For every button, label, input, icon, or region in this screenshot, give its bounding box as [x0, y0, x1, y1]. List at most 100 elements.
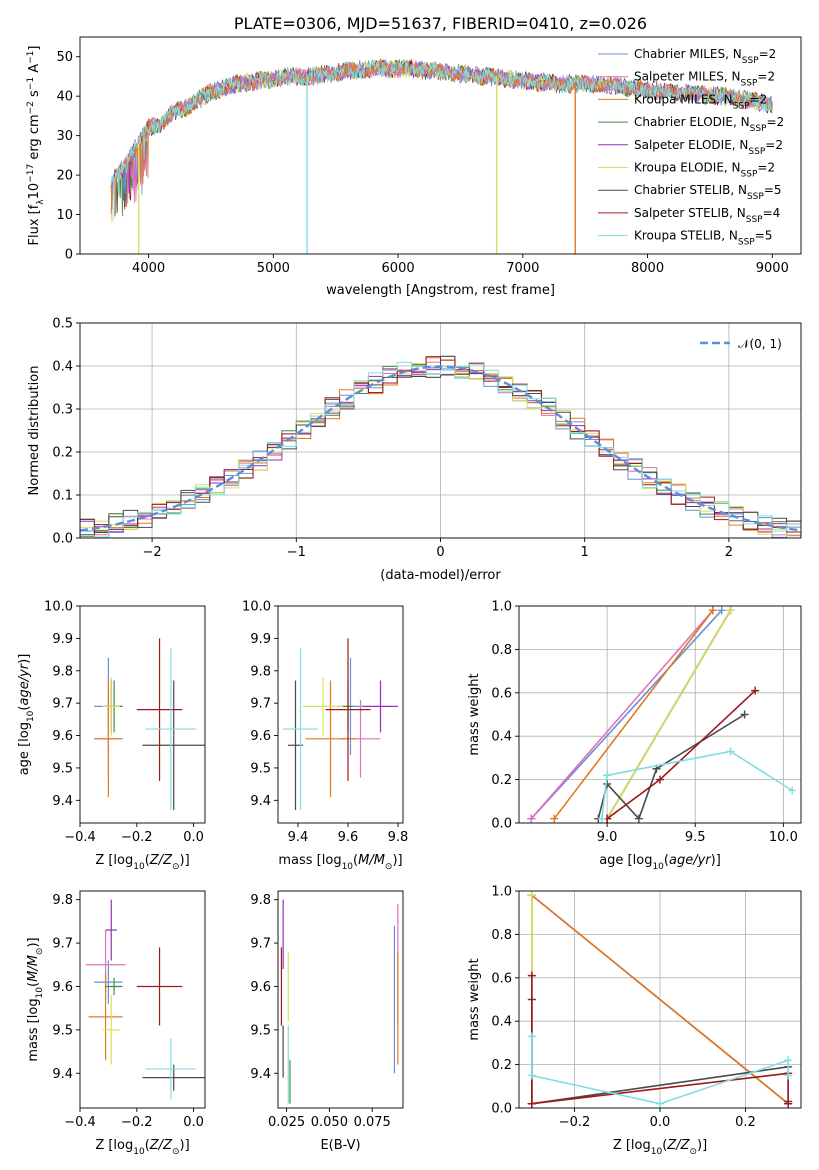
y-tick-label: 0.0	[52, 532, 73, 547]
y-tick-label: 9.6	[52, 980, 73, 995]
y-tick-label: 0.5	[52, 317, 73, 332]
weight-marker	[708, 606, 717, 615]
errorbar-chabrier_miles	[94, 960, 123, 1004]
x-axis-label-part: 10	[651, 1147, 663, 1157]
y-axis-label-part: (	[26, 982, 41, 987]
x-axis-label-part: )]	[711, 853, 721, 868]
legend-label-part: =2	[757, 161, 775, 175]
y-axis-label: age [log10(age/yr)]	[17, 654, 36, 776]
y-tick-label: 9.9	[52, 632, 73, 647]
errorbar-kroupa_elodie	[102, 995, 120, 1065]
x-tick-label: 10.0	[769, 830, 798, 845]
weight-marker	[726, 747, 735, 756]
x-tick-label: 0.0	[183, 1115, 204, 1130]
x-axis-label-part: ⊙	[385, 862, 393, 872]
x-tick-label: 9.6	[338, 830, 359, 845]
chart-spectrum: 4000 5000 6000 7000 8000 9000 0 10 20 30 40 50 PLATE…	[26, 14, 802, 298]
y-tick-label: 9.8	[52, 893, 73, 908]
y-axis-label-part: −17	[26, 164, 36, 183]
weight-marker	[784, 1099, 793, 1108]
errorbar-kroupa_elodie	[303, 677, 343, 736]
x-tick-label: 9.4	[288, 830, 309, 845]
weight-marker	[740, 710, 749, 719]
legend-label-part: SSP	[746, 215, 763, 225]
y-tick-label: 9.6	[52, 729, 73, 744]
weight-line-chabrier_miles	[530, 609, 723, 820]
y-tick-label: 9.7	[250, 937, 271, 952]
chart-residuals: −2 −1 0 1 2 0.0 0.1 0.2 0.3 0.4 0.5 𝒩(0, 1) (data-mo…	[27, 317, 802, 583]
gaussian-curve	[80, 365, 801, 532]
legend-label-part: Salpeter MILES, N	[634, 70, 741, 84]
y-tick-label: 9.7	[52, 937, 73, 952]
x-tick-label: 7000	[506, 261, 539, 276]
x-tick-label: 6000	[382, 261, 415, 276]
legend-label: Kroupa MILES, NSSP=2	[634, 92, 767, 111]
legend-label-part: =2	[759, 47, 777, 61]
x-tick-label: 9.5	[685, 830, 706, 845]
x-axis-label-part: E(B-V)	[320, 1138, 360, 1153]
legend-label: 𝒩(0, 1)	[738, 337, 782, 351]
x-axis-label-part: 10	[652, 862, 664, 872]
plot-area	[527, 606, 797, 823]
plot-area	[283, 638, 398, 811]
y-tick-label: 9.7	[250, 697, 271, 712]
y-axis-label-part: −1	[26, 51, 36, 64]
legend-label: Chabrier STELIB, NSSP=5	[634, 183, 782, 202]
axes-frame	[79, 890, 206, 1109]
errorbar-salpeter_elodie	[363, 680, 398, 733]
x-axis-label-part: Z [log	[613, 1138, 651, 1153]
y-axis-label-part: λ	[36, 199, 46, 205]
x-tick-label: 0.050	[311, 1115, 348, 1130]
y-axis-label-part: ⊙	[35, 948, 45, 956]
x-axis-label-part: M/M	[358, 853, 385, 868]
chart-age_vs_Z: −0.4 −0.2 0.09.49.59.69.79.89.910.0Z [log1…	[17, 600, 206, 872]
y-tick-label: 0.4	[491, 730, 512, 745]
errorbar-chabrier_elodie	[105, 977, 123, 996]
axes-frame	[518, 605, 802, 824]
weight-marker	[751, 686, 760, 695]
weight-marker	[784, 1056, 793, 1065]
weight-marker	[717, 606, 726, 615]
axes-frame	[518, 890, 802, 1109]
legend-label: Salpeter MILES, NSSP=2	[634, 70, 775, 89]
errorbar-kroupa_miles	[94, 680, 123, 798]
weight-line-kroupa_elodie	[606, 609, 732, 820]
weight-marker	[788, 786, 797, 795]
errorbar-kroupa_stelib	[145, 1038, 197, 1100]
x-tick-label: −0.2	[121, 1115, 153, 1130]
x-tick-label: 0.075	[354, 1115, 391, 1130]
y-tick-label: 9.6	[250, 729, 271, 744]
y-tick-label: 0.2	[491, 773, 512, 788]
legend-label-part: =2	[765, 138, 783, 152]
y-tick-label: 9.5	[250, 1023, 271, 1038]
y-tick-label: 0.4	[491, 1015, 512, 1030]
x-axis-label-part: ⊙	[172, 1147, 180, 1157]
weight-marker	[597, 814, 606, 823]
x-axis-label-part: ⊙	[172, 862, 180, 872]
chart-weight_vs_Z: −0.2 0.0 0.2 0.0 0.2 0.4 0.6 0.8 1.0 Z [log10(Z/Z…	[467, 885, 802, 1157]
y-axis-label: mass [log10(M/M⊙)]	[26, 937, 45, 1061]
y-tick-label: 10.0	[44, 600, 73, 615]
x-tick-label: −0.2	[121, 830, 153, 845]
x-axis-label-part: 10	[342, 862, 354, 872]
x-tick-label: 0.0	[183, 830, 204, 845]
y-tick-label: 0.0	[491, 1102, 512, 1117]
x-axis-label: Z [log10(Z/Z⊙)]	[95, 1138, 189, 1157]
y-tick-label: 0.3	[52, 403, 73, 418]
y-axis-label-part: 10	[26, 710, 36, 722]
legend-label-part: Kroupa MILES, N	[634, 92, 733, 106]
y-tick-label: 9.4	[250, 1067, 271, 1082]
legend-label-part: Salpeter STELIB, N	[634, 206, 746, 220]
x-tick-label: 0.025	[268, 1115, 305, 1130]
y-tick-label: 9.8	[52, 664, 73, 679]
legend-label-part: SSP	[738, 238, 755, 248]
x-tick-label: 8000	[631, 261, 664, 276]
x-tick-label: 5000	[257, 261, 290, 276]
y-axis-label-part: mass [log	[26, 998, 41, 1061]
x-tick-label: 9.8	[388, 830, 409, 845]
x-axis-label: E(B-V)	[320, 1138, 360, 1153]
errorbar-kroupa_stelib	[283, 648, 318, 811]
x-axis-label-part: 10	[133, 1147, 145, 1157]
x-tick-label: −0.2	[559, 1115, 591, 1130]
